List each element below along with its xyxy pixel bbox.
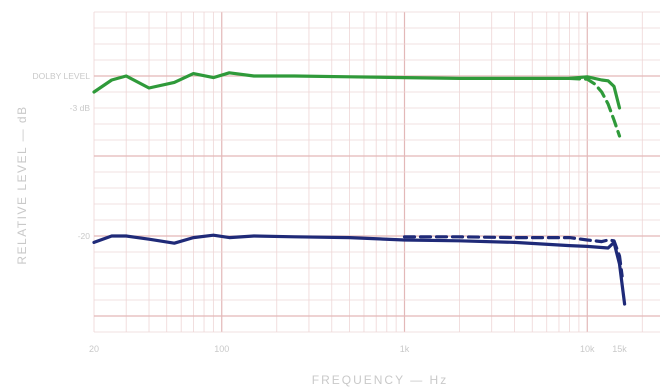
series-layer <box>92 71 627 306</box>
y-mark-label: -20 <box>78 231 91 241</box>
series-line-solid <box>92 233 627 306</box>
y-mark-label: -3 dB <box>70 103 91 113</box>
x-tick-label: 20 <box>89 344 99 354</box>
x-tick-label: 15k <box>612 344 627 354</box>
x-tick-label: 100 <box>214 344 229 354</box>
x-axis-title: FREQUENCY — Hz <box>312 373 448 387</box>
series-line-solid <box>92 71 622 110</box>
labels: FREQUENCY — Hz RELATIVE LEVEL — dB 20 100… <box>15 71 627 387</box>
series-line-dashed <box>568 76 622 138</box>
series-line-dashed <box>402 235 624 278</box>
y-mark-label: DOLBY LEVEL <box>33 71 91 81</box>
x-tick-label: 10k <box>580 344 595 354</box>
grid <box>93 11 660 333</box>
y-axis-title: RELATIVE LEVEL — dB <box>15 105 29 264</box>
x-tick-label: 1k <box>400 344 410 354</box>
